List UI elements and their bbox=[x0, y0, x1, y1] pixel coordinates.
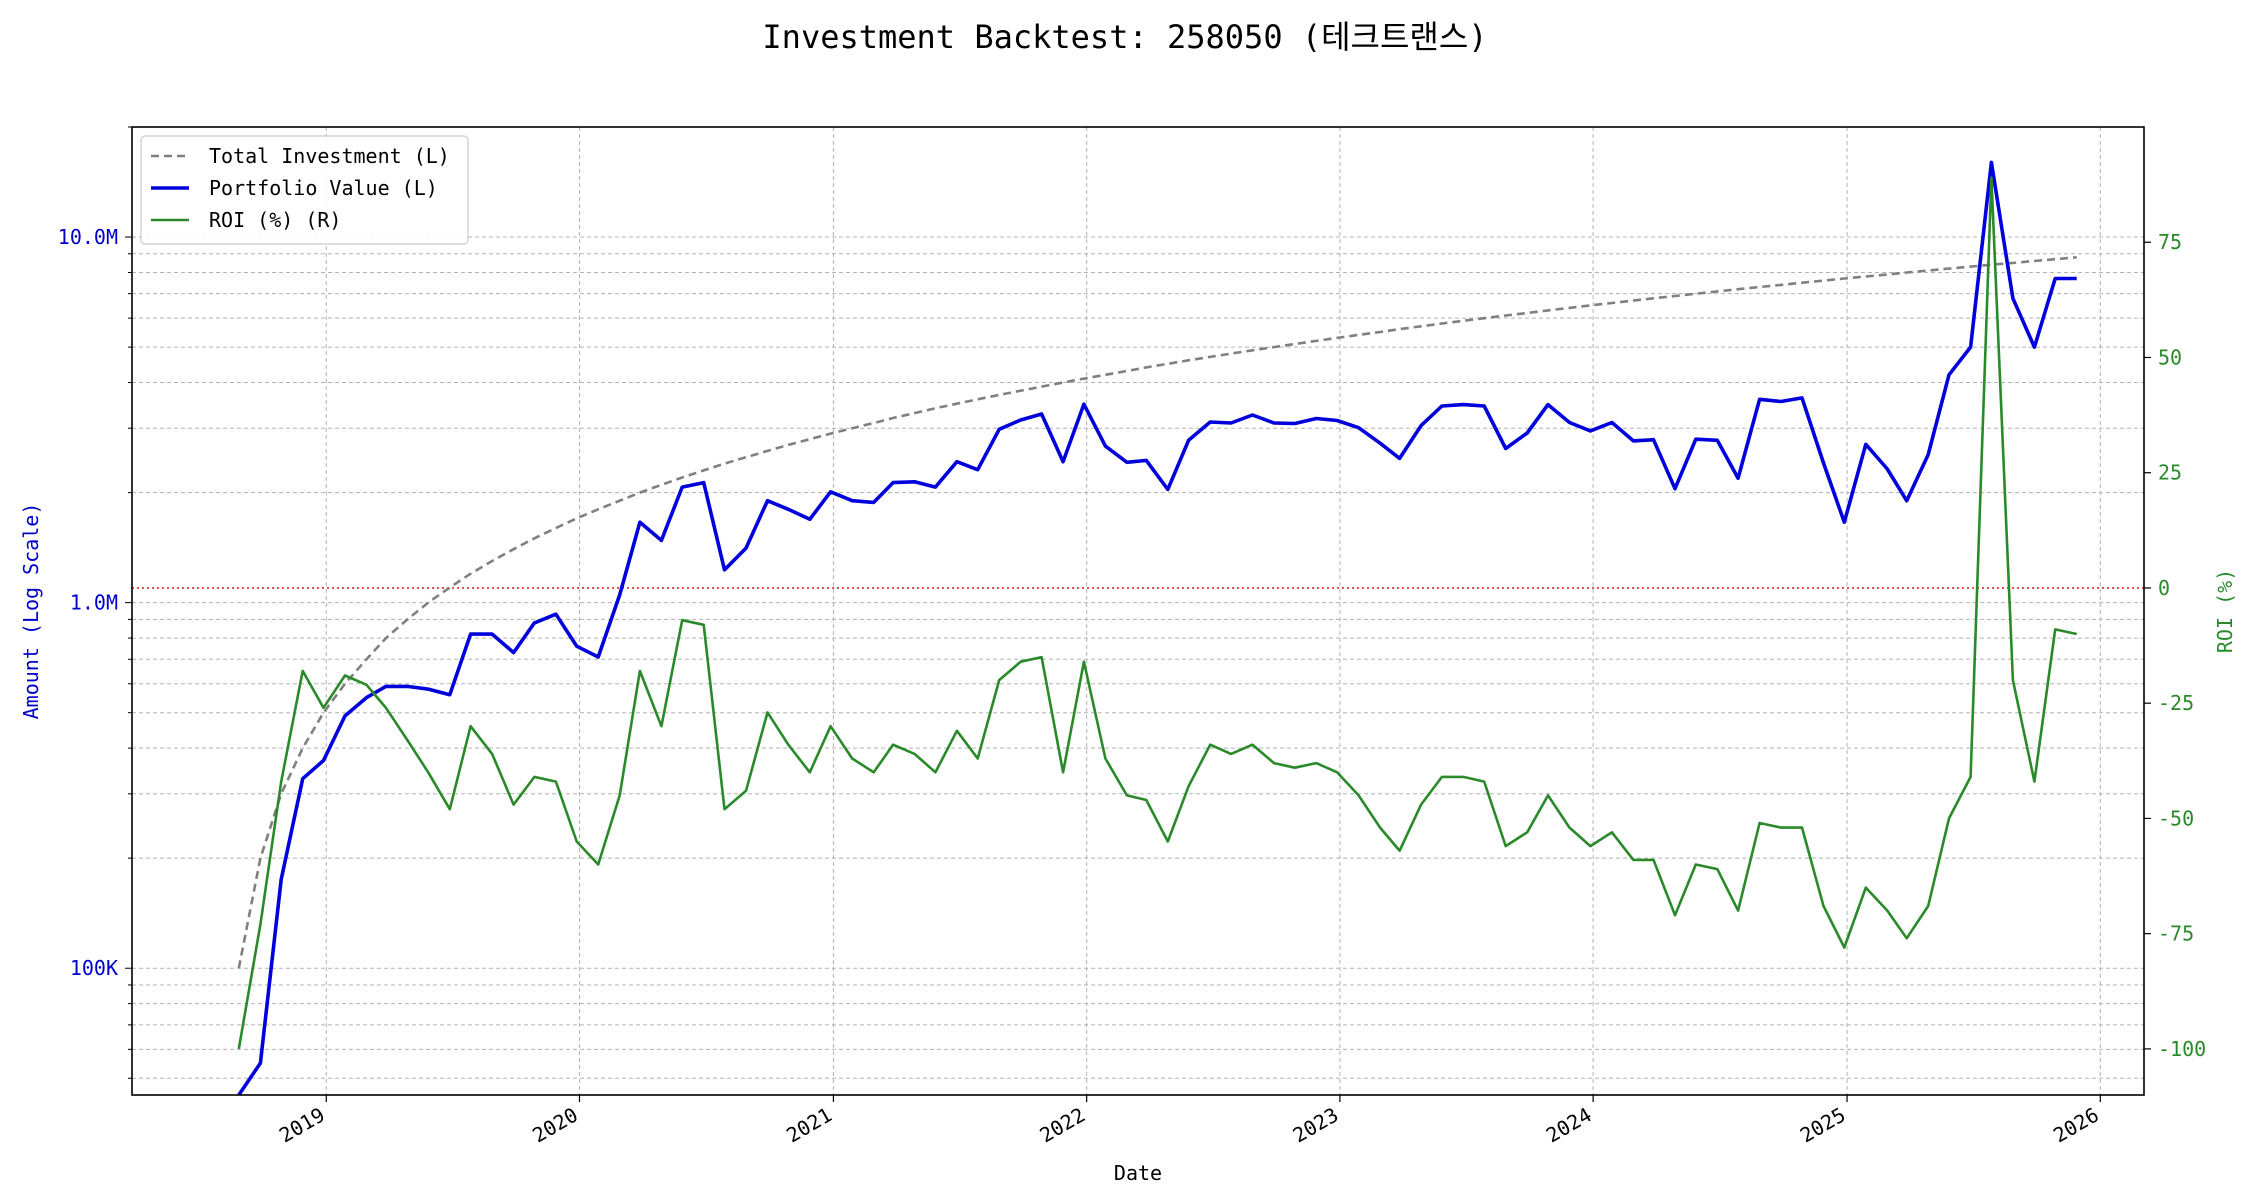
right-axis-title: ROI (%) bbox=[2213, 569, 2237, 653]
right-tick-label: 50 bbox=[2158, 345, 2182, 369]
portfolio-value-line bbox=[237, 160, 2077, 1097]
roi-line bbox=[237, 176, 2077, 1050]
right-tick-label: -100 bbox=[2158, 1037, 2206, 1061]
x-tick-label: 2022 bbox=[1035, 1103, 1089, 1148]
left-tick-label: 1.0M bbox=[70, 591, 118, 615]
left-tick-label: 100K bbox=[70, 956, 118, 980]
right-tick-label: 25 bbox=[2158, 461, 2182, 485]
legend-label: Total Investment (L) bbox=[209, 144, 450, 168]
x-tick-label: 2021 bbox=[782, 1103, 836, 1148]
legend: Total Investment (L) Portfolio Value (L) R… bbox=[140, 135, 469, 245]
legend-label: Portfolio Value (L) bbox=[209, 176, 438, 200]
chart-title: Investment Backtest: 258050 (테크트랜스) bbox=[762, 18, 1487, 56]
left-axis-title: Amount (Log Scale) bbox=[19, 503, 43, 720]
right-tick-label: -50 bbox=[2158, 806, 2194, 830]
legend-label: ROI (%) (R) bbox=[209, 208, 341, 232]
grid-layer bbox=[132, 126, 2144, 1095]
left-tick-label: 10.0M bbox=[58, 225, 118, 249]
legend-box bbox=[140, 135, 469, 245]
plot-frame bbox=[131, 126, 2145, 1096]
right-tick-label: 75 bbox=[2158, 230, 2182, 254]
axis-layer: 2019 2020 2021 2022 2023 2024 2025 2026 100K 1.0M… bbox=[58, 126, 2206, 1148]
x-tick-label: 2024 bbox=[1542, 1103, 1596, 1148]
x-tick-label: 2023 bbox=[1289, 1103, 1343, 1148]
right-tick-label: -75 bbox=[2158, 922, 2194, 946]
total-investment-line bbox=[237, 256, 2077, 969]
x-axis-title: Date bbox=[1114, 1161, 1162, 1185]
x-tick-label: 2025 bbox=[1796, 1103, 1850, 1148]
right-tick-label: 0 bbox=[2158, 576, 2170, 600]
x-tick-label: 2019 bbox=[275, 1103, 329, 1148]
x-tick-label: 2026 bbox=[2049, 1103, 2103, 1148]
series-layer bbox=[132, 160, 2144, 1097]
right-tick-label: -25 bbox=[2158, 691, 2194, 715]
x-tick-label: 2020 bbox=[528, 1103, 582, 1148]
